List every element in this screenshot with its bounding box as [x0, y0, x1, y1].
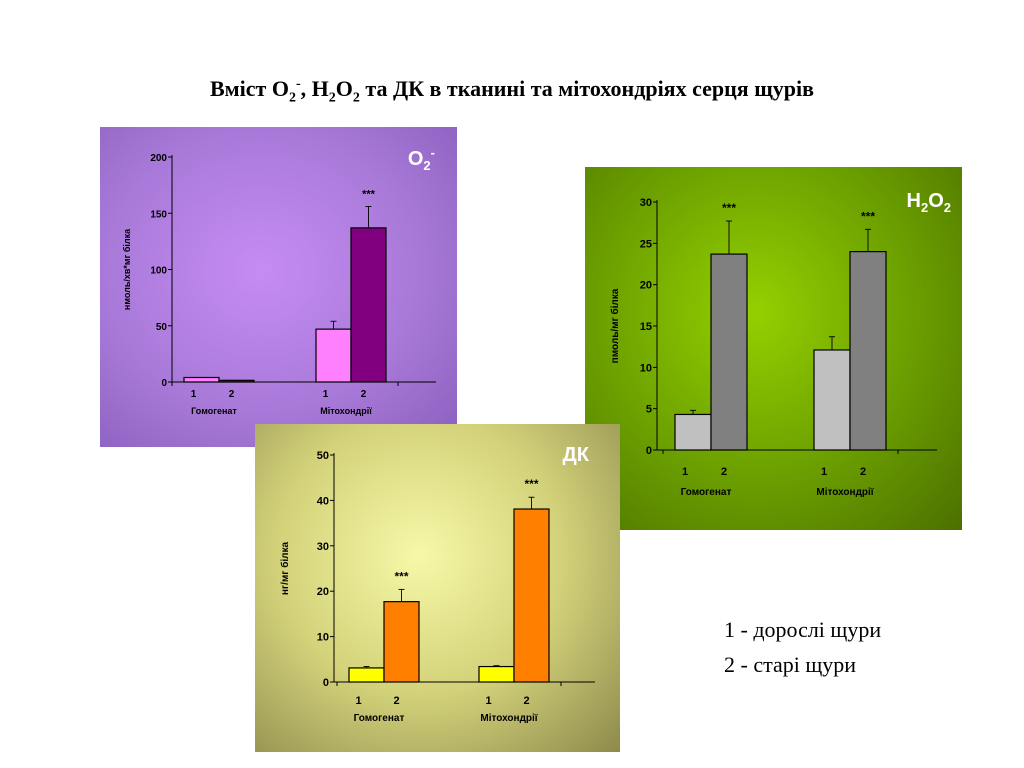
- bar-number-label: 1: [191, 389, 197, 400]
- chart-h2o2: 0 5 10 15 20 25 30 пмоль/мг білка 1 *** 2 Гомогенат…: [609, 190, 951, 498]
- bar-number-label: 2: [361, 389, 367, 400]
- significance-label: ***: [362, 189, 376, 201]
- chart-o2: 0 50 100 150 200 нмоль/хв*мг білка 1 2 Гомогенат…: [122, 145, 436, 416]
- chart-panel-o2: 0 50 100 150 200 нмоль/хв*мг білка 1 2 Гомогенат…: [100, 127, 457, 447]
- group-label: Гомогенат: [681, 487, 732, 498]
- y-axis-label: нмоль/хв*мг білка: [122, 228, 132, 310]
- bar-number-label: 1: [821, 466, 827, 478]
- y-tick-label: 150: [150, 209, 167, 220]
- legend: 1 - дорослі щури 2 - старі щури: [724, 612, 881, 682]
- bar: [849, 250, 887, 451]
- bar-number-label: 2: [721, 466, 727, 478]
- page-title: Вміст O2-, H2O2 та ДК в тканині та мітох…: [210, 76, 814, 106]
- panel-label: H2O2: [907, 190, 951, 215]
- bar-number-label: 1: [682, 466, 688, 478]
- y-tick-label: 30: [317, 541, 329, 553]
- bar-number-label: 1: [323, 389, 329, 400]
- group-label: Гомогенат: [191, 406, 237, 416]
- group-label: Мітохондрії: [480, 713, 537, 724]
- bar-number-label: 2: [523, 695, 529, 707]
- y-tick-label: 50: [156, 322, 168, 333]
- y-tick-label: 5: [646, 404, 652, 416]
- bar: [183, 376, 220, 383]
- significance-label: ***: [861, 209, 875, 223]
- chart-dk: 0 10 20 30 40 50 нг/мг білка 1 *** 2 Гомогенат 1 ***…: [279, 444, 595, 724]
- panel-label: O2-: [408, 145, 435, 173]
- panel-label: ДК: [563, 444, 590, 466]
- bar: [383, 601, 420, 683]
- y-tick-label: 0: [323, 677, 329, 689]
- bar-number-label: 2: [860, 466, 866, 478]
- y-tick-label: 0: [161, 378, 167, 389]
- bar: [350, 227, 387, 383]
- bar-number-label: 2: [229, 389, 235, 400]
- bar: [513, 508, 550, 683]
- bar: [813, 349, 851, 451]
- y-axis-label: нг/мг білка: [279, 541, 291, 595]
- bar: [315, 328, 352, 383]
- y-tick-label: 20: [640, 280, 652, 292]
- y-tick-label: 200: [150, 153, 167, 164]
- y-tick-label: 10: [640, 362, 652, 374]
- y-tick-label: 10: [317, 632, 329, 644]
- legend-line-1: 1 - дорослі щури: [724, 617, 882, 642]
- group-label: Гомогенат: [354, 713, 405, 724]
- bar: [674, 413, 712, 451]
- bar-number-label: 2: [393, 695, 399, 707]
- y-tick-label: 20: [317, 586, 329, 598]
- bar: [478, 665, 515, 683]
- bar-number-label: 1: [355, 695, 361, 707]
- legend-line-2: 2 - старі щури: [724, 652, 857, 677]
- y-tick-label: 30: [640, 197, 652, 209]
- y-tick-label: 40: [317, 495, 329, 507]
- y-tick-label: 100: [150, 266, 167, 277]
- bar: [710, 253, 748, 451]
- y-tick-label: 50: [317, 450, 329, 462]
- y-tick-label: 25: [640, 238, 652, 250]
- significance-label: ***: [394, 569, 408, 583]
- significance-label: ***: [524, 477, 538, 491]
- y-axis-label: пмоль/мг білка: [609, 288, 621, 363]
- group-label: Мітохондрії: [320, 406, 372, 416]
- bar: [218, 379, 255, 383]
- y-tick-label: 15: [640, 321, 652, 333]
- chart-panel-dk: 0 10 20 30 40 50 нг/мг білка 1 *** 2 Гомогенат 1 ***…: [255, 424, 620, 752]
- bar-number-label: 1: [485, 695, 491, 707]
- bar: [348, 667, 385, 683]
- y-tick-label: 0: [646, 445, 652, 457]
- group-label: Мітохондрії: [816, 487, 873, 498]
- significance-label: ***: [722, 201, 736, 215]
- chart-panel-h2o2: 0 5 10 15 20 25 30 пмоль/мг білка 1 *** 2 Гомогенат…: [585, 167, 962, 530]
